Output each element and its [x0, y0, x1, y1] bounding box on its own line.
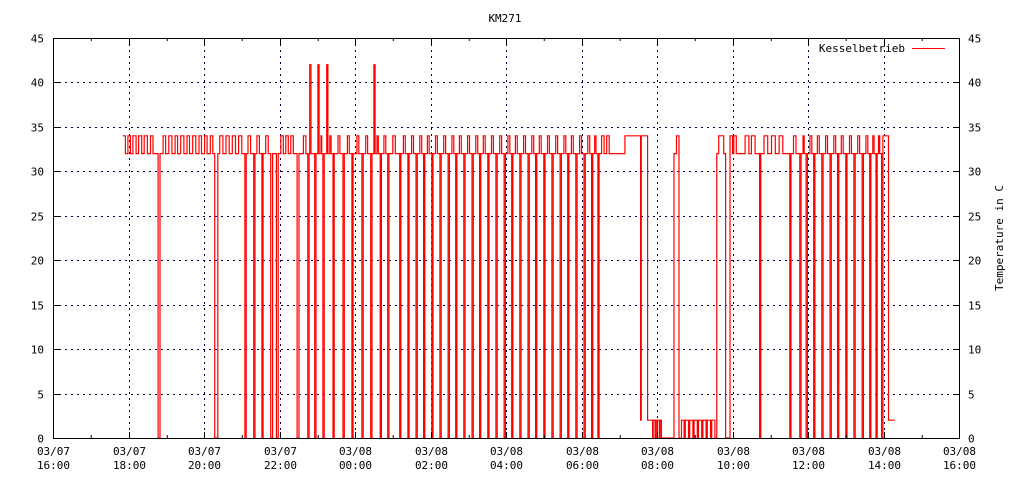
x-tick-label-time: 04:00	[490, 459, 523, 472]
x-tick-label-date: 03/08	[490, 445, 523, 458]
x-tick-label-date: 03/08	[868, 445, 901, 458]
y-tick-label: 5	[37, 389, 44, 402]
series-line-kesselbetrieb	[122, 64, 895, 439]
legend-label-kesselbetrieb: Kesselbetrieb	[819, 42, 905, 55]
y-tick-label: 0	[37, 433, 44, 446]
x-tick-label-date: 03/08	[415, 445, 448, 458]
grid	[53, 38, 959, 438]
x-tick-label-time: 02:00	[415, 459, 448, 472]
y2-tick-label: 35	[968, 122, 981, 135]
x-tick-label-date: 03/08	[339, 445, 372, 458]
x-tick-label-date: 03/07	[113, 445, 146, 458]
x-tick-label-time: 16:00	[37, 459, 70, 472]
x-tick-label-time: 06:00	[566, 459, 599, 472]
y2-tick-label: 0	[968, 433, 975, 446]
x-tick-label-date: 03/08	[792, 445, 825, 458]
y-tick-label: 10	[31, 344, 44, 357]
tick-labels: 0 0 5 5 10 10 15 15 20 20 25 25 30 30 35 35 40 40 45 45 03/0…	[31, 33, 982, 473]
axis-ticks	[53, 38, 960, 439]
y2-tick-label: 45	[968, 33, 981, 46]
x-tick-label-date: 03/08	[566, 445, 599, 458]
x-tick-label-time: 16:00	[943, 459, 976, 472]
x-tick-label-time: 00:00	[339, 459, 372, 472]
y-tick-label: 20	[31, 255, 44, 268]
x-tick-label-time: 20:00	[188, 459, 221, 472]
y2-tick-label: 25	[968, 211, 981, 224]
y-tick-label: 40	[31, 77, 44, 90]
y2-tick-label: 30	[968, 166, 981, 179]
x-tick-label-date: 03/08	[943, 445, 976, 458]
y2-tick-label: 15	[968, 300, 981, 313]
y-tick-label: 35	[31, 122, 44, 135]
y2-tick-label: 5	[968, 389, 975, 402]
y2-tick-label: 40	[968, 77, 981, 90]
x-tick-label-time: 08:00	[641, 459, 674, 472]
x-tick-label-time: 12:00	[792, 459, 825, 472]
y2-tick-label: 20	[968, 255, 981, 268]
x-tick-label-date: 03/08	[641, 445, 674, 458]
y2-tick-label: 10	[968, 344, 981, 357]
x-tick-label-date: 03/07	[37, 445, 70, 458]
series-group	[122, 64, 895, 439]
x-tick-label-date: 03/07	[264, 445, 297, 458]
y-tick-label: 45	[31, 33, 44, 46]
x-tick-label-time: 10:00	[717, 459, 750, 472]
x-tick-label-date: 03/08	[717, 445, 750, 458]
y2-axis-label: Temperature in C	[993, 185, 1006, 291]
x-tick-label-time: 18:00	[113, 459, 146, 472]
y-tick-label: 25	[31, 211, 44, 224]
x-tick-label-time: 14:00	[868, 459, 901, 472]
x-tick-label-time: 22:00	[264, 459, 297, 472]
y-tick-label: 15	[31, 300, 44, 313]
chart-title: KM271	[488, 12, 521, 25]
y-tick-label: 30	[31, 166, 44, 179]
legend: Kesselbetrieb	[819, 42, 945, 55]
x-tick-label-date: 03/07	[188, 445, 221, 458]
